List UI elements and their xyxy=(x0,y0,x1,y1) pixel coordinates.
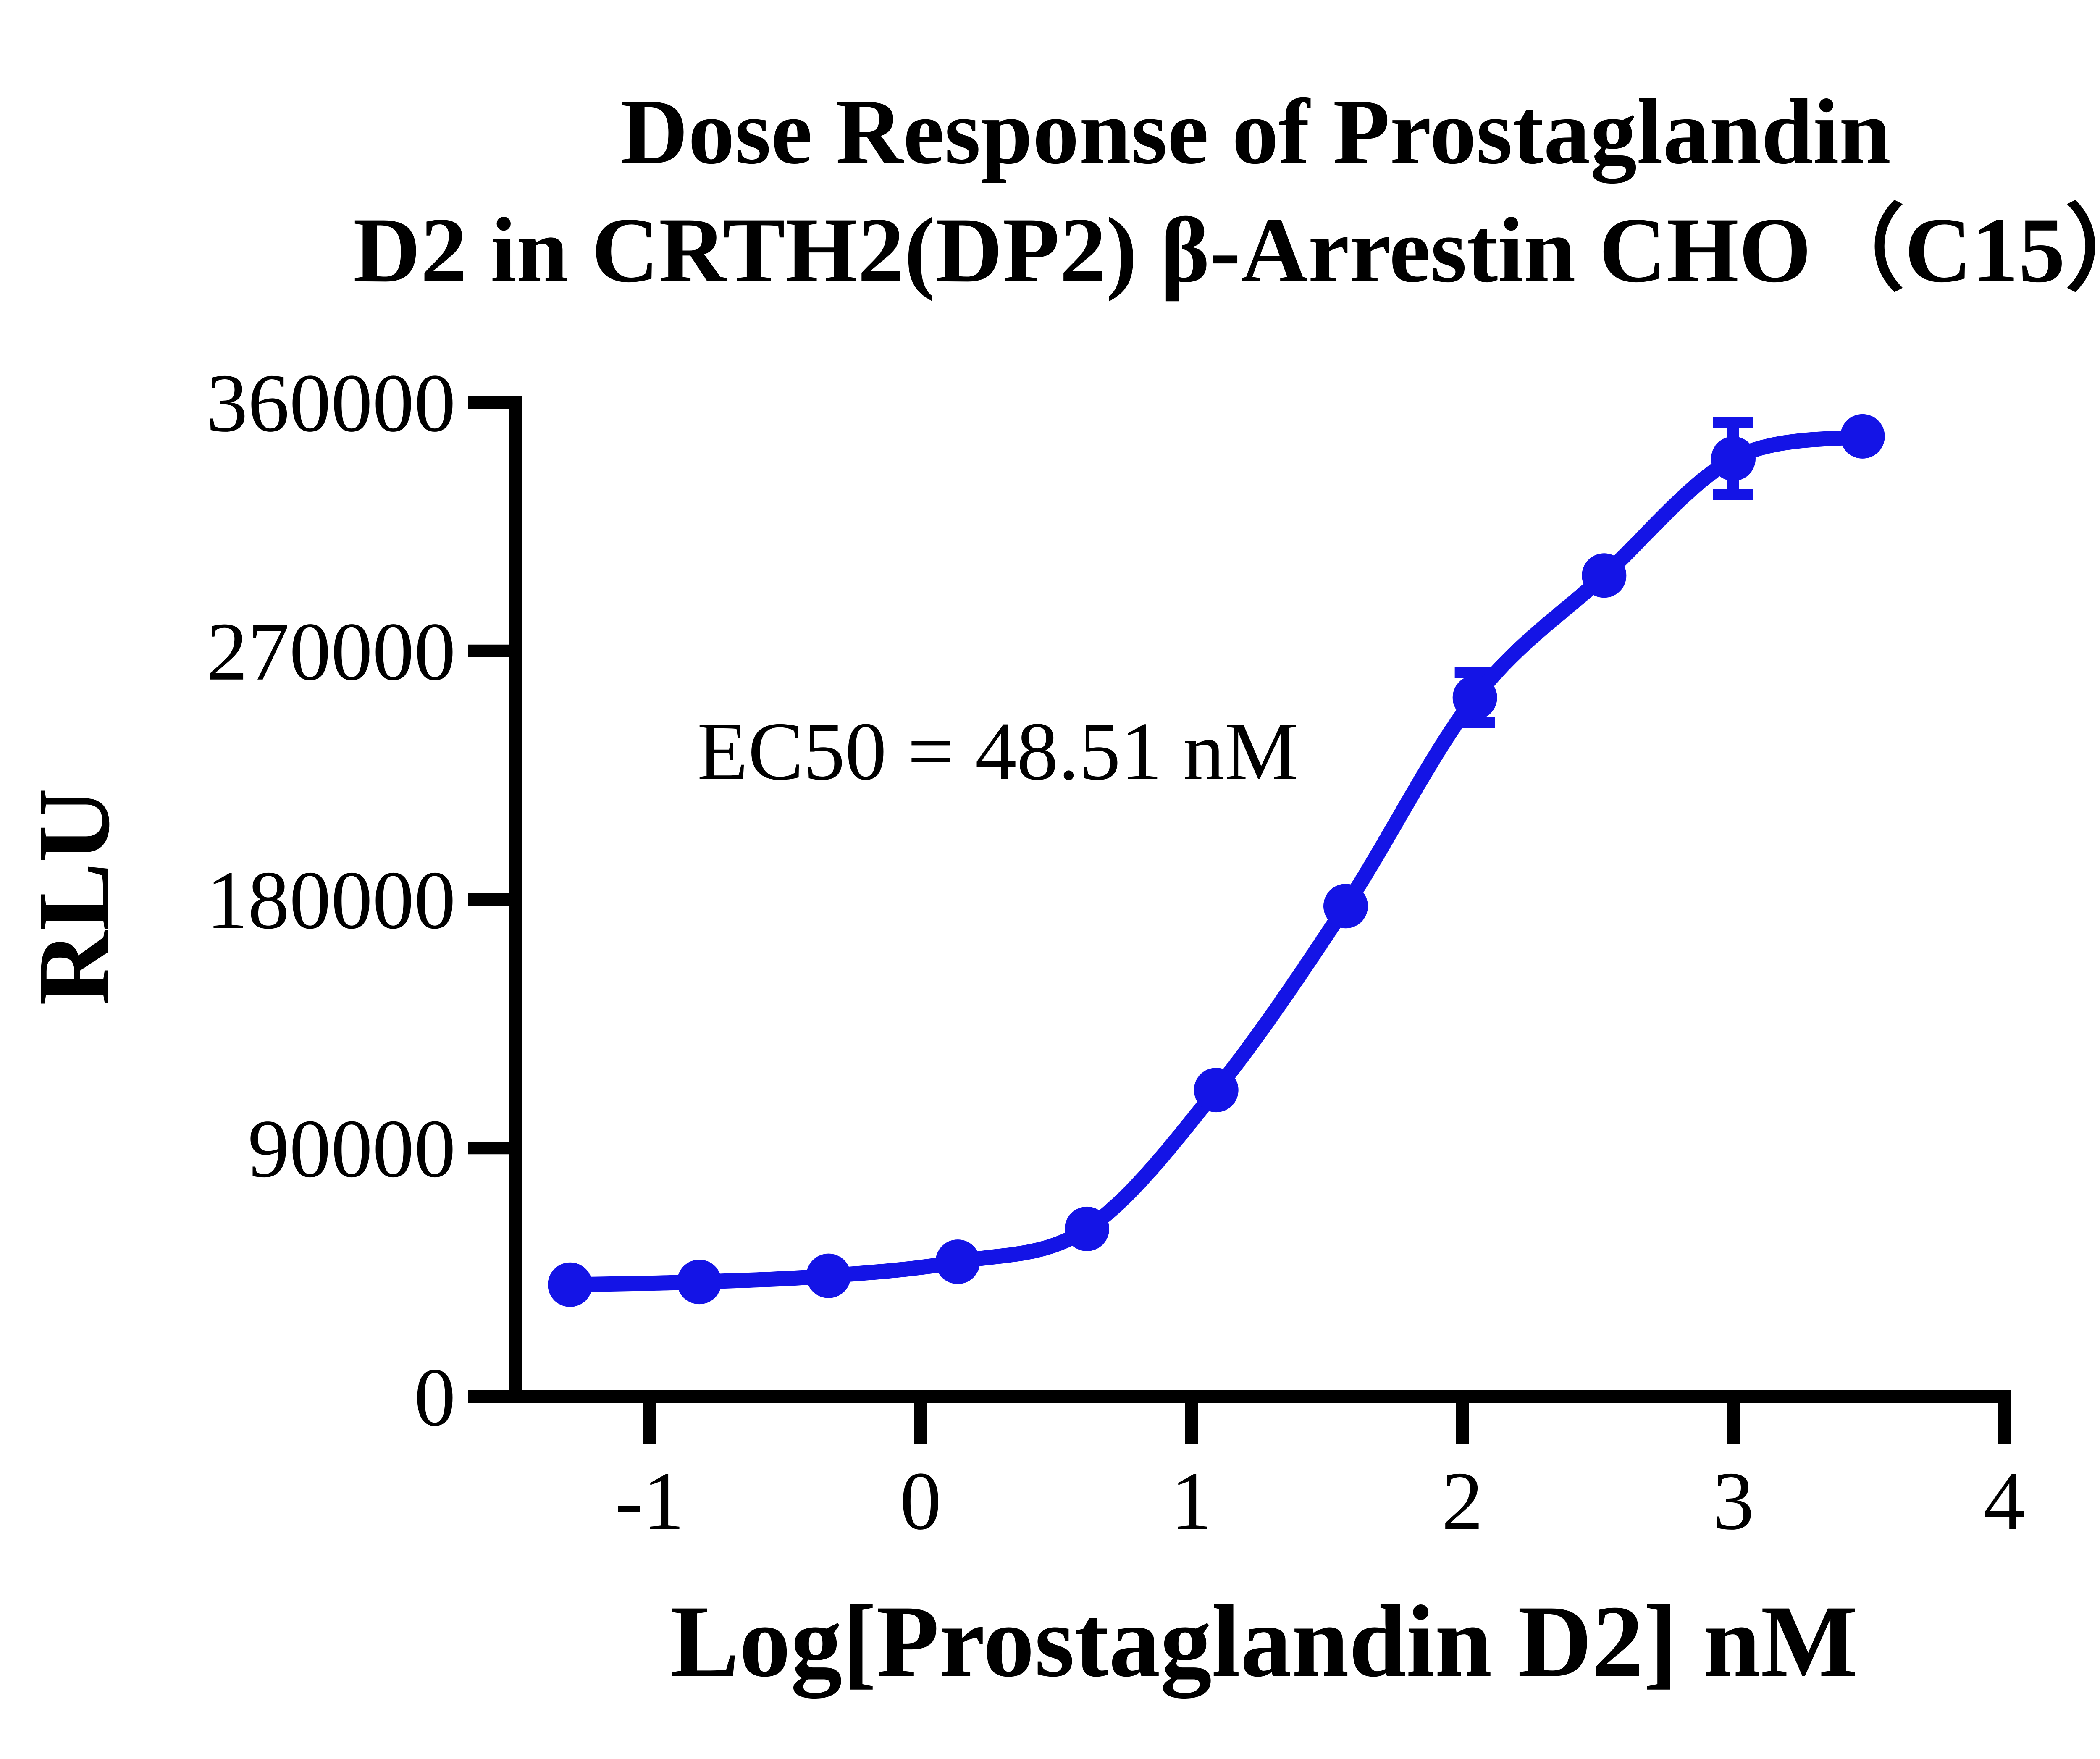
x-tick-label: 1 xyxy=(1171,1455,1213,1547)
dose-response-curve xyxy=(562,428,1870,1292)
data-point xyxy=(677,1260,722,1305)
x-tick-label: 0 xyxy=(900,1455,942,1547)
data-point xyxy=(806,1253,851,1298)
data-point xyxy=(1323,884,1368,929)
chart-title-line2: D2 in CRTH2(DP2) β-Arrestin CHO（C15） xyxy=(353,199,2100,302)
x-tick-label: 2 xyxy=(1442,1455,1483,1547)
y-axis-label: RLU xyxy=(17,788,131,1005)
data-point xyxy=(1711,436,1756,481)
data-point xyxy=(1840,414,1885,459)
y-tick-label: 180000 xyxy=(206,854,456,946)
y-tick-label: 270000 xyxy=(206,606,456,698)
data-point xyxy=(935,1239,980,1284)
x-tick-label: -1 xyxy=(615,1455,685,1547)
y-axis-tick-labels: 0 90000 180000 270000 360000 xyxy=(206,357,456,1443)
x-axis-label: Log[Prostaglandin D2] nM xyxy=(671,1584,1858,1699)
data-points xyxy=(548,414,1885,1307)
data-point xyxy=(1065,1206,1110,1251)
y-tick-label: 0 xyxy=(414,1351,456,1443)
data-point xyxy=(548,1262,593,1307)
data-point xyxy=(1582,553,1627,598)
x-axis-ticks xyxy=(643,1403,2011,1444)
chart-title-line1: Dose Response of Prostaglandin xyxy=(621,80,1891,184)
x-axis-tick-labels: -1 0 1 2 3 4 xyxy=(615,1455,2025,1547)
ec50-annotation: EC50 = 48.51 nM xyxy=(697,705,1299,797)
y-tick-label: 90000 xyxy=(248,1103,456,1195)
x-tick-label: 3 xyxy=(1713,1455,1754,1547)
data-point xyxy=(1452,675,1497,720)
y-axis-ticks xyxy=(468,396,515,1403)
plot-axes xyxy=(509,396,2011,1403)
x-tick-label: 4 xyxy=(1984,1455,2025,1547)
fit-curve xyxy=(562,428,1870,1292)
y-tick-label: 360000 xyxy=(206,357,456,449)
data-point xyxy=(1194,1068,1239,1113)
